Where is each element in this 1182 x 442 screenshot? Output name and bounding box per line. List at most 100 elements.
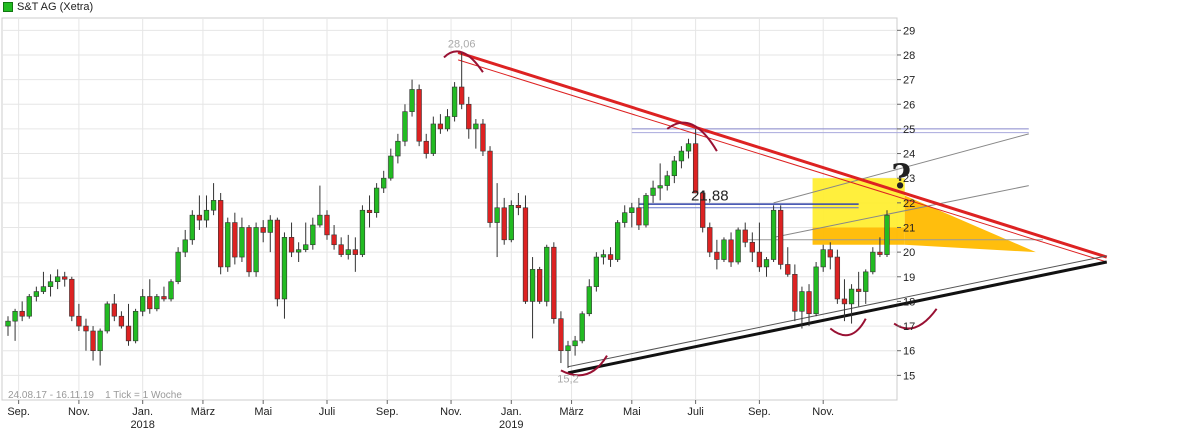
candle-body — [62, 276, 68, 280]
candle-body — [76, 315, 82, 327]
candle-body — [147, 296, 153, 310]
candle-body — [863, 271, 869, 292]
annotation-label: 15,2 — [557, 374, 578, 386]
candle-body — [161, 296, 167, 300]
candle-body — [288, 237, 295, 253]
candle-body — [451, 86, 458, 117]
x-tick-label: Mai — [623, 406, 641, 418]
candle-body — [834, 256, 841, 300]
candle-body — [685, 143, 692, 152]
candle-body — [338, 244, 344, 255]
chart-legend: S&T AG (Xetra) — [3, 1, 93, 13]
candle-body — [104, 303, 110, 332]
candle-body — [69, 278, 75, 317]
candle-body — [544, 246, 550, 302]
candle-body — [54, 276, 61, 283]
x-tick-label: Sep. — [376, 406, 399, 418]
candle-body — [444, 116, 451, 130]
candle-body — [671, 160, 677, 177]
candle-body — [884, 214, 890, 255]
candle-body — [324, 214, 330, 236]
candle-body — [792, 274, 798, 312]
chart-title: S&T AG (Xetra) — [17, 1, 94, 13]
x-tick-label: Nov. — [440, 406, 462, 418]
drawing-overlay-layer — [457, 51, 1108, 375]
x-year-label: 2019 — [499, 419, 523, 431]
candle-body — [430, 123, 436, 154]
grid-layer — [1, 17, 898, 401]
candle-body — [636, 207, 642, 226]
candle-body — [799, 291, 805, 312]
candle-body — [508, 205, 514, 241]
y-tick-label: 24 — [903, 149, 915, 161]
candle-body — [459, 86, 465, 105]
annotation-label: 28,06 — [448, 39, 476, 51]
annotation-layer: 28,06 21,88 15,2? — [443, 39, 938, 386]
candle-body — [97, 330, 103, 352]
candle-body — [877, 251, 883, 255]
candle-body — [175, 251, 181, 283]
candle-body — [317, 214, 323, 226]
candle-body — [487, 150, 493, 223]
ascending-trendline-thin — [567, 255, 1107, 368]
candle-body — [352, 249, 358, 255]
y-tick-label: 21 — [903, 222, 915, 234]
candle-body — [494, 207, 500, 223]
x-tick-label: Juli — [687, 406, 704, 418]
candle-body — [260, 227, 266, 233]
candle-body — [813, 266, 819, 315]
descending-trendline-thin — [457, 59, 1107, 263]
candle-body — [310, 224, 316, 246]
candle-body — [714, 251, 720, 260]
candle-body — [5, 320, 11, 327]
candle-body — [218, 200, 224, 268]
x-tick-label: Sep. — [7, 406, 30, 418]
trough-arc-1 — [560, 355, 608, 377]
candle-body — [848, 288, 855, 305]
candle-body — [785, 264, 791, 275]
candle-body — [707, 227, 713, 253]
candle-body — [246, 227, 252, 273]
candle-body — [756, 251, 763, 268]
candle-body — [196, 214, 203, 221]
peak-arc-1 — [443, 50, 484, 73]
orange-zone — [812, 227, 905, 245]
candle-body — [366, 209, 373, 213]
x-tick-label: Jan. — [132, 406, 153, 418]
candle-body — [33, 291, 39, 297]
candle-body — [700, 192, 706, 228]
candle-body — [600, 254, 607, 258]
candle-body — [274, 219, 281, 300]
candle-body — [558, 318, 564, 352]
candle-body — [501, 207, 507, 241]
candle-body — [437, 123, 444, 130]
x-tick-label: März — [559, 406, 583, 418]
candle-layer — [5, 52, 890, 368]
candle-body — [522, 207, 529, 302]
candle-body — [409, 89, 415, 112]
candle-body — [267, 219, 273, 233]
candle-body — [856, 288, 862, 292]
y-tick-label: 25 — [903, 124, 915, 136]
candle-body — [742, 229, 748, 243]
candle-body — [388, 155, 394, 179]
y-tick-label: 29 — [903, 25, 915, 37]
y-tick-label: 17 — [903, 321, 915, 333]
candle-body — [154, 296, 160, 310]
channel-line-upper — [773, 133, 1029, 204]
candle-body — [381, 177, 387, 189]
candle-body — [331, 234, 337, 246]
candle-body — [12, 310, 18, 322]
candle-body — [650, 187, 656, 196]
candle-body — [629, 207, 635, 213]
candle-body — [870, 251, 876, 273]
y-tick-label: 15 — [903, 370, 915, 382]
peak-arc-2 — [666, 121, 718, 152]
candle-body — [125, 325, 132, 342]
candle-body — [565, 345, 571, 352]
candle-body — [537, 269, 543, 302]
candle-body — [83, 325, 89, 332]
axis-layer: 15 16 17 18 19 20 21 22 23 24 25 26 27 28 29 Sep. Nov. Ja… — [7, 25, 915, 431]
x-tick-label: Nov. — [68, 406, 90, 418]
candle-body — [466, 103, 472, 130]
